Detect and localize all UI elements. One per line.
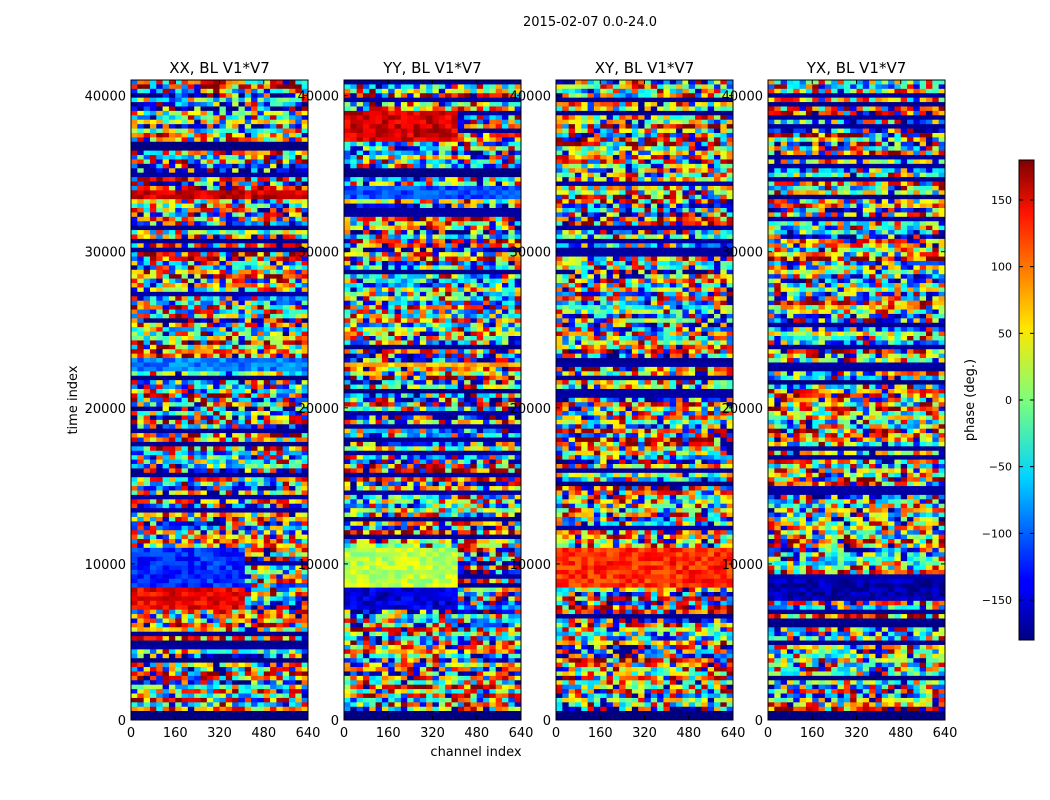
x-tick-label: 320 [420,726,445,741]
x-tick-label: 640 [296,726,321,741]
y-tick-label: 0 [755,714,763,729]
y-tick-label: 0 [543,714,551,729]
y-tick-label: 10000 [298,558,339,573]
y-tick-label: 40000 [510,90,551,105]
panel-1: YY, BL V1*V7 0 160 320 480 640 0 10000 20000 3000… [298,59,534,741]
panel-3: YX, BL V1*V7 0 160 320 480 640 0 10000 20000 3000… [722,59,958,741]
y-tick-label: 30000 [510,246,551,261]
colorbar-tick-label: −50 [989,461,1012,474]
y-tick-label: 40000 [298,90,339,105]
y-tick-label: 0 [118,714,126,729]
x-tick-label: 320 [632,726,657,741]
y-tick-label: 0 [331,714,339,729]
y-tick-label: 20000 [722,402,763,417]
y-tick-label: 20000 [510,402,551,417]
x-tick-label: 480 [888,726,913,741]
y-tick-label: 10000 [85,558,126,573]
x-tick-label: 640 [933,726,958,741]
colorbar-ticks: −150 −100 −50 0 50 100 150 [982,194,1034,607]
x-tick-label: 160 [588,726,613,741]
x-tick-label: 480 [251,726,276,741]
colorbar-tick-label: 50 [998,327,1012,340]
x-tick-label: 480 [676,726,701,741]
panel-title: YX, BL V1*V7 [806,59,907,77]
x-tick-label: 480 [464,726,489,741]
colorbar-tick-label: −150 [982,594,1012,607]
y-tick-label: 40000 [722,90,763,105]
x-tick-label: 0 [764,726,772,741]
colorbar-tick-label: 100 [991,261,1012,274]
y-tick-label: 10000 [510,558,551,573]
y-tick-label: 20000 [298,402,339,417]
colorbar-tick-label: −100 [982,527,1012,540]
x-tick-label: 0 [552,726,560,741]
x-tick-label: 640 [509,726,534,741]
y-tick-label: 30000 [85,246,126,261]
colorbar-tick-label: 150 [991,194,1012,207]
x-tick-label: 320 [844,726,869,741]
heatmap-image [768,80,945,720]
panel-0: XX, BL V1*V7 0 160 320 480 640 0 10000 20000 3000… [85,59,321,741]
y-tick-label: 20000 [85,402,126,417]
colorbar: −150 −100 −50 0 50 100 150 phase (deg.) [963,159,1035,641]
heatmap-image [556,80,733,720]
x-tick-label: 320 [207,726,232,741]
heatmap-image [131,80,308,720]
panel-title: XX, BL V1*V7 [169,59,270,77]
x-tick-label: 640 [721,726,746,741]
x-axis-label: channel index [430,745,521,760]
y-tick-label: 30000 [298,246,339,261]
x-tick-label: 160 [163,726,188,741]
heatmap-image [344,80,521,720]
y-tick-label: 10000 [722,558,763,573]
panel-2: XY, BL V1*V7 0 160 320 480 640 0 10000 20000 3000… [510,59,746,741]
figure-suptitle: 2015-02-07 0.0-24.0 [523,15,657,30]
panel-title: XY, BL V1*V7 [595,59,695,77]
colorbar-tick-label: 0 [1005,394,1012,407]
colorbar-label: phase (deg.) [963,359,978,441]
x-tick-label: 160 [376,726,401,741]
x-tick-label: 160 [800,726,825,741]
y-tick-label: 30000 [722,246,763,261]
panel-title: YY, BL V1*V7 [382,59,481,77]
y-tick-label: 40000 [85,90,126,105]
y-axis-label: time index [66,365,81,434]
x-tick-label: 0 [340,726,348,741]
x-tick-label: 0 [127,726,135,741]
panels: XX, BL V1*V7 0 160 320 480 640 0 10000 20000 3000… [85,59,958,741]
